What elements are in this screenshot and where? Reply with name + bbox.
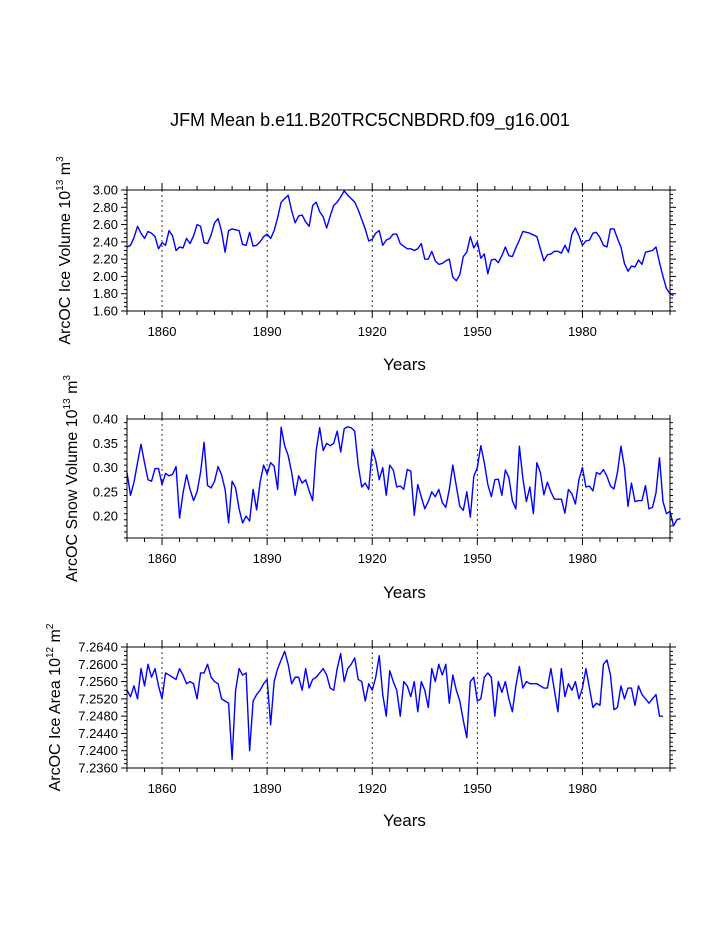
y-tick-label: 2.60 xyxy=(93,217,118,232)
data-series-line xyxy=(126,426,681,527)
x-axis-title: Years xyxy=(383,355,426,374)
chart-panel-2: 1860 1890 1920 1950 1980 0.20 0.25 0.30 0.35 0.40… xyxy=(62,375,681,602)
y-tick-label: 7.2560 xyxy=(78,674,118,689)
y-tick-label: 1.80 xyxy=(93,286,118,301)
plot-frame xyxy=(126,418,671,539)
y-axis-title: ArcOC Ice Area 1012 m2 xyxy=(45,623,64,791)
x-axis-title: Years xyxy=(383,811,426,830)
y-tick-label: 0.30 xyxy=(93,460,118,475)
y-tick-label: 2.20 xyxy=(93,252,118,267)
y-axis-title-text: ArcOC Ice Area 10 xyxy=(47,658,64,791)
y-axis-title-exponent: 13 xyxy=(55,179,66,191)
y-tick-label: 7.2600 xyxy=(78,657,118,672)
y-axis-title-exponent: 13 xyxy=(62,398,73,410)
y-tick-label: 0.25 xyxy=(93,484,118,499)
y-tick-label: 7.2400 xyxy=(78,743,118,758)
y-axis-title-unit: m xyxy=(64,381,81,399)
chart-panel-3: 1860 1890 1920 1950 1980 7.2360 7.2400 7.2440 7.… xyxy=(45,623,676,830)
x-tick-label: 1980 xyxy=(568,781,597,796)
y-tick-label: 0.20 xyxy=(93,509,118,524)
x-tick-label: 1920 xyxy=(358,324,387,339)
y-axis-title: ArcOC Ice Volume 1013 m3 xyxy=(55,156,74,345)
y-tick-label: 7.2520 xyxy=(78,691,118,706)
x-tick-label: 1890 xyxy=(253,781,282,796)
x-tick-label: 1860 xyxy=(148,551,177,566)
x-tick-label: 1950 xyxy=(463,781,492,796)
y-axis-title-unit-exponent: 3 xyxy=(55,156,66,162)
y-tick-label: 0.35 xyxy=(93,436,118,451)
y-tick-label: 7.2440 xyxy=(78,726,118,741)
x-tick-label: 1950 xyxy=(463,551,492,566)
y-axis-title-text: ArcOC Ice Volume 10 xyxy=(57,191,74,345)
data-series-line xyxy=(126,650,663,761)
y-tick-label: 3.00 xyxy=(93,183,118,198)
x-tick-label: 1920 xyxy=(358,781,387,796)
y-tick-label: 0.40 xyxy=(93,412,118,427)
x-tick-label: 1980 xyxy=(568,324,597,339)
x-tick-label: 1860 xyxy=(148,324,177,339)
y-tick-label: 2.00 xyxy=(93,269,118,284)
x-axis-title: Years xyxy=(383,583,426,602)
y-tick-label: 7.2480 xyxy=(78,709,118,724)
y-axis-title-unit: m xyxy=(47,629,64,647)
y-tick-label: 1.60 xyxy=(93,304,118,319)
x-tick-label: 1920 xyxy=(358,551,387,566)
x-tick-label: 1890 xyxy=(253,551,282,566)
data-series-line xyxy=(126,190,674,297)
y-tick-label: 7.2640 xyxy=(78,640,118,655)
y-tick-label: 2.40 xyxy=(93,234,118,249)
y-axis-title-unit-exponent: 3 xyxy=(62,375,73,381)
x-tick-label: 1980 xyxy=(568,551,597,566)
x-tick-label: 1950 xyxy=(463,324,492,339)
y-tick-label: 2.80 xyxy=(93,200,118,215)
y-axis-title-unit-exponent: 2 xyxy=(45,623,56,629)
y-axis-title-exponent: 12 xyxy=(45,646,56,658)
y-axis-title-unit: m xyxy=(57,162,74,180)
y-tick-label: 7.2360 xyxy=(78,761,118,776)
x-tick-label: 1860 xyxy=(148,781,177,796)
x-tick-label: 1890 xyxy=(253,324,282,339)
chart-panel-1: 1860 1890 1920 1950 1980 1.60 1.80 2.00 2.20 2.40… xyxy=(55,156,676,374)
figure-title: JFM Mean b.e11.B20TRC5CNBDRD.f09_g16.001 xyxy=(170,110,570,131)
y-axis-title: ArcOC Snow Volume 1013 m3 xyxy=(62,375,81,582)
y-axis-title-text: ArcOC Snow Volume 10 xyxy=(64,409,81,582)
